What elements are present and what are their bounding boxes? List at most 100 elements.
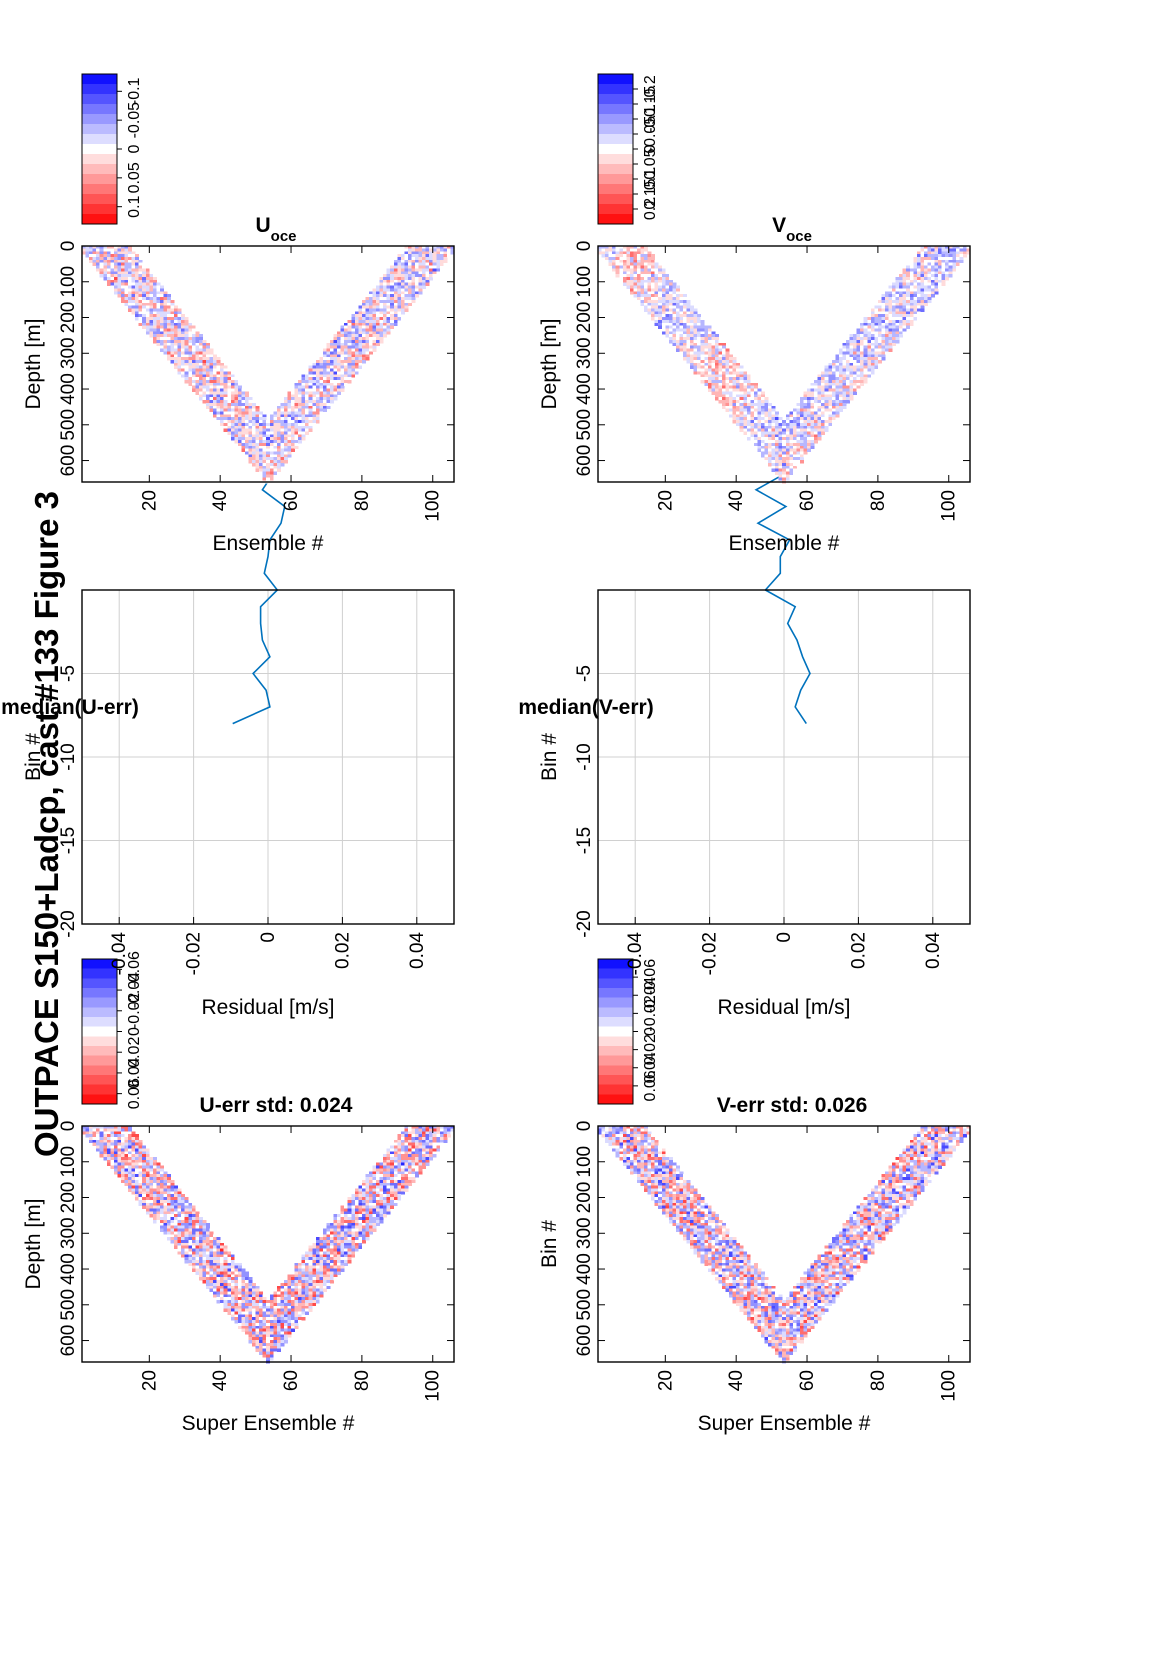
heatmap-cell: [411, 1165, 416, 1169]
heatmap-cell: [110, 254, 115, 258]
heatmap-cell: [411, 1142, 416, 1146]
heatmap-cell: [305, 1259, 310, 1264]
heatmap-cell: [337, 1234, 342, 1238]
heatmap-cell: [255, 420, 260, 424]
heatmap-cell: [269, 1322, 274, 1327]
heatmap-cell: [198, 394, 203, 398]
heatmap-cell: [411, 262, 416, 266]
heatmap-cell: [354, 368, 359, 372]
heatmap-cell: [131, 1131, 136, 1135]
heatmap-cell: [121, 294, 125, 298]
heatmap-cell: [308, 1271, 313, 1275]
heatmap-cell: [159, 322, 164, 327]
heatmap-cell: [113, 262, 118, 266]
heatmap-cell: [322, 377, 327, 381]
heatmap-cell: [269, 1325, 274, 1330]
heatmap-cell: [124, 282, 129, 286]
heatmap-cell: [266, 428, 271, 432]
heatmap-cell: [333, 1231, 338, 1235]
heatmap-cell: [159, 1165, 164, 1169]
heatmap-cell: [347, 1208, 352, 1212]
heatmap-cell: [415, 282, 419, 286]
heatmap-cell: [308, 377, 313, 381]
heatmap-cell: [159, 1225, 164, 1229]
heatmap-cell: [128, 265, 133, 269]
heatmap-cell: [237, 1311, 242, 1315]
heatmap-cell: [291, 1282, 295, 1287]
heatmap-cell: [230, 1265, 235, 1269]
heatmap-cell: [245, 1291, 249, 1295]
heatmap-cell: [216, 382, 221, 387]
heatmap-cell: [675, 1185, 680, 1189]
heatmap-cell: [369, 342, 373, 347]
heatmap-cell: [337, 1237, 342, 1241]
heatmap-cell: [195, 1271, 200, 1275]
heatmap-cell: [209, 1274, 214, 1278]
heatmap-cell: [361, 360, 366, 364]
heatmap-cell: [188, 357, 193, 361]
heatmap-cell: [400, 1148, 405, 1152]
heatmap-cell: [230, 397, 235, 401]
heatmap-cell: [273, 471, 278, 475]
heatmap-cell: [198, 1214, 203, 1218]
heatmap-cell: [675, 1222, 680, 1227]
heatmap-cell: [294, 1325, 299, 1330]
heatmap-cell: [85, 1131, 90, 1135]
heatmap-cell: [294, 1291, 299, 1295]
heatmap-cell: [397, 282, 402, 286]
heatmap-cell: [668, 1185, 673, 1189]
heatmap-cell: [333, 357, 338, 361]
heatmap-cell: [216, 1285, 221, 1290]
heatmap-cell: [386, 1159, 391, 1164]
heatmap-cell: [668, 1174, 673, 1178]
heatmap-cell: [407, 1177, 412, 1181]
heatmap-cell: [149, 1168, 154, 1172]
heatmap-cell: [255, 448, 260, 452]
heatmap-cell: [700, 1217, 705, 1221]
heatmap-cell: [259, 1322, 264, 1327]
heatmap-cell: [446, 1134, 451, 1138]
heatmap-cell: [637, 1174, 641, 1178]
heatmap-cell: [245, 417, 249, 421]
heatmap-cell: [376, 1177, 381, 1181]
heatmap-cell: [305, 1277, 310, 1281]
y-axis-label: Bin #: [22, 733, 45, 781]
heatmap-cell: [379, 340, 384, 344]
x-tick-label: 60: [281, 490, 302, 511]
heatmap-cell: [390, 1199, 395, 1204]
heatmap-cell: [340, 354, 345, 358]
heatmap-cell: [152, 282, 157, 286]
heatmap-cell: [337, 1231, 342, 1235]
heatmap-cell: [326, 1259, 331, 1264]
heatmap-cell: [206, 1248, 210, 1252]
heatmap-cell: [184, 1199, 189, 1204]
heatmap-cell: [291, 400, 295, 404]
heatmap-cell: [152, 1208, 157, 1212]
heatmap-cell: [252, 408, 257, 412]
heatmap-cell: [661, 1156, 666, 1161]
heatmap-cell: [230, 437, 235, 441]
heatmap-cell: [301, 1274, 306, 1278]
heatmap-cell: [407, 254, 412, 258]
heatmap-cell: [397, 314, 402, 318]
heatmap-cell: [191, 1217, 196, 1221]
heatmap-cell: [191, 1254, 196, 1258]
heatmap-cell: [704, 1222, 709, 1227]
heatmap-cell: [319, 382, 324, 387]
heatmap-cell: [386, 1205, 391, 1209]
heatmap-cell: [665, 1179, 670, 1184]
heatmap-cell: [121, 1154, 125, 1158]
heatmap-cell: [255, 428, 260, 432]
x-tick-label: 80: [352, 490, 373, 511]
heatmap-cell: [294, 1314, 299, 1318]
heatmap-cell: [230, 428, 235, 432]
heatmap-cell: [269, 1305, 274, 1310]
heatmap-cell: [344, 1219, 349, 1224]
heatmap-cell: [266, 434, 271, 438]
heatmap-cell: [322, 1271, 327, 1275]
heatmap-cell: [195, 340, 200, 344]
heatmap-cell: [644, 1156, 648, 1161]
heatmap-cell: [308, 1265, 313, 1269]
heatmap-cell: [213, 405, 218, 410]
heatmap-cell: [305, 374, 310, 378]
